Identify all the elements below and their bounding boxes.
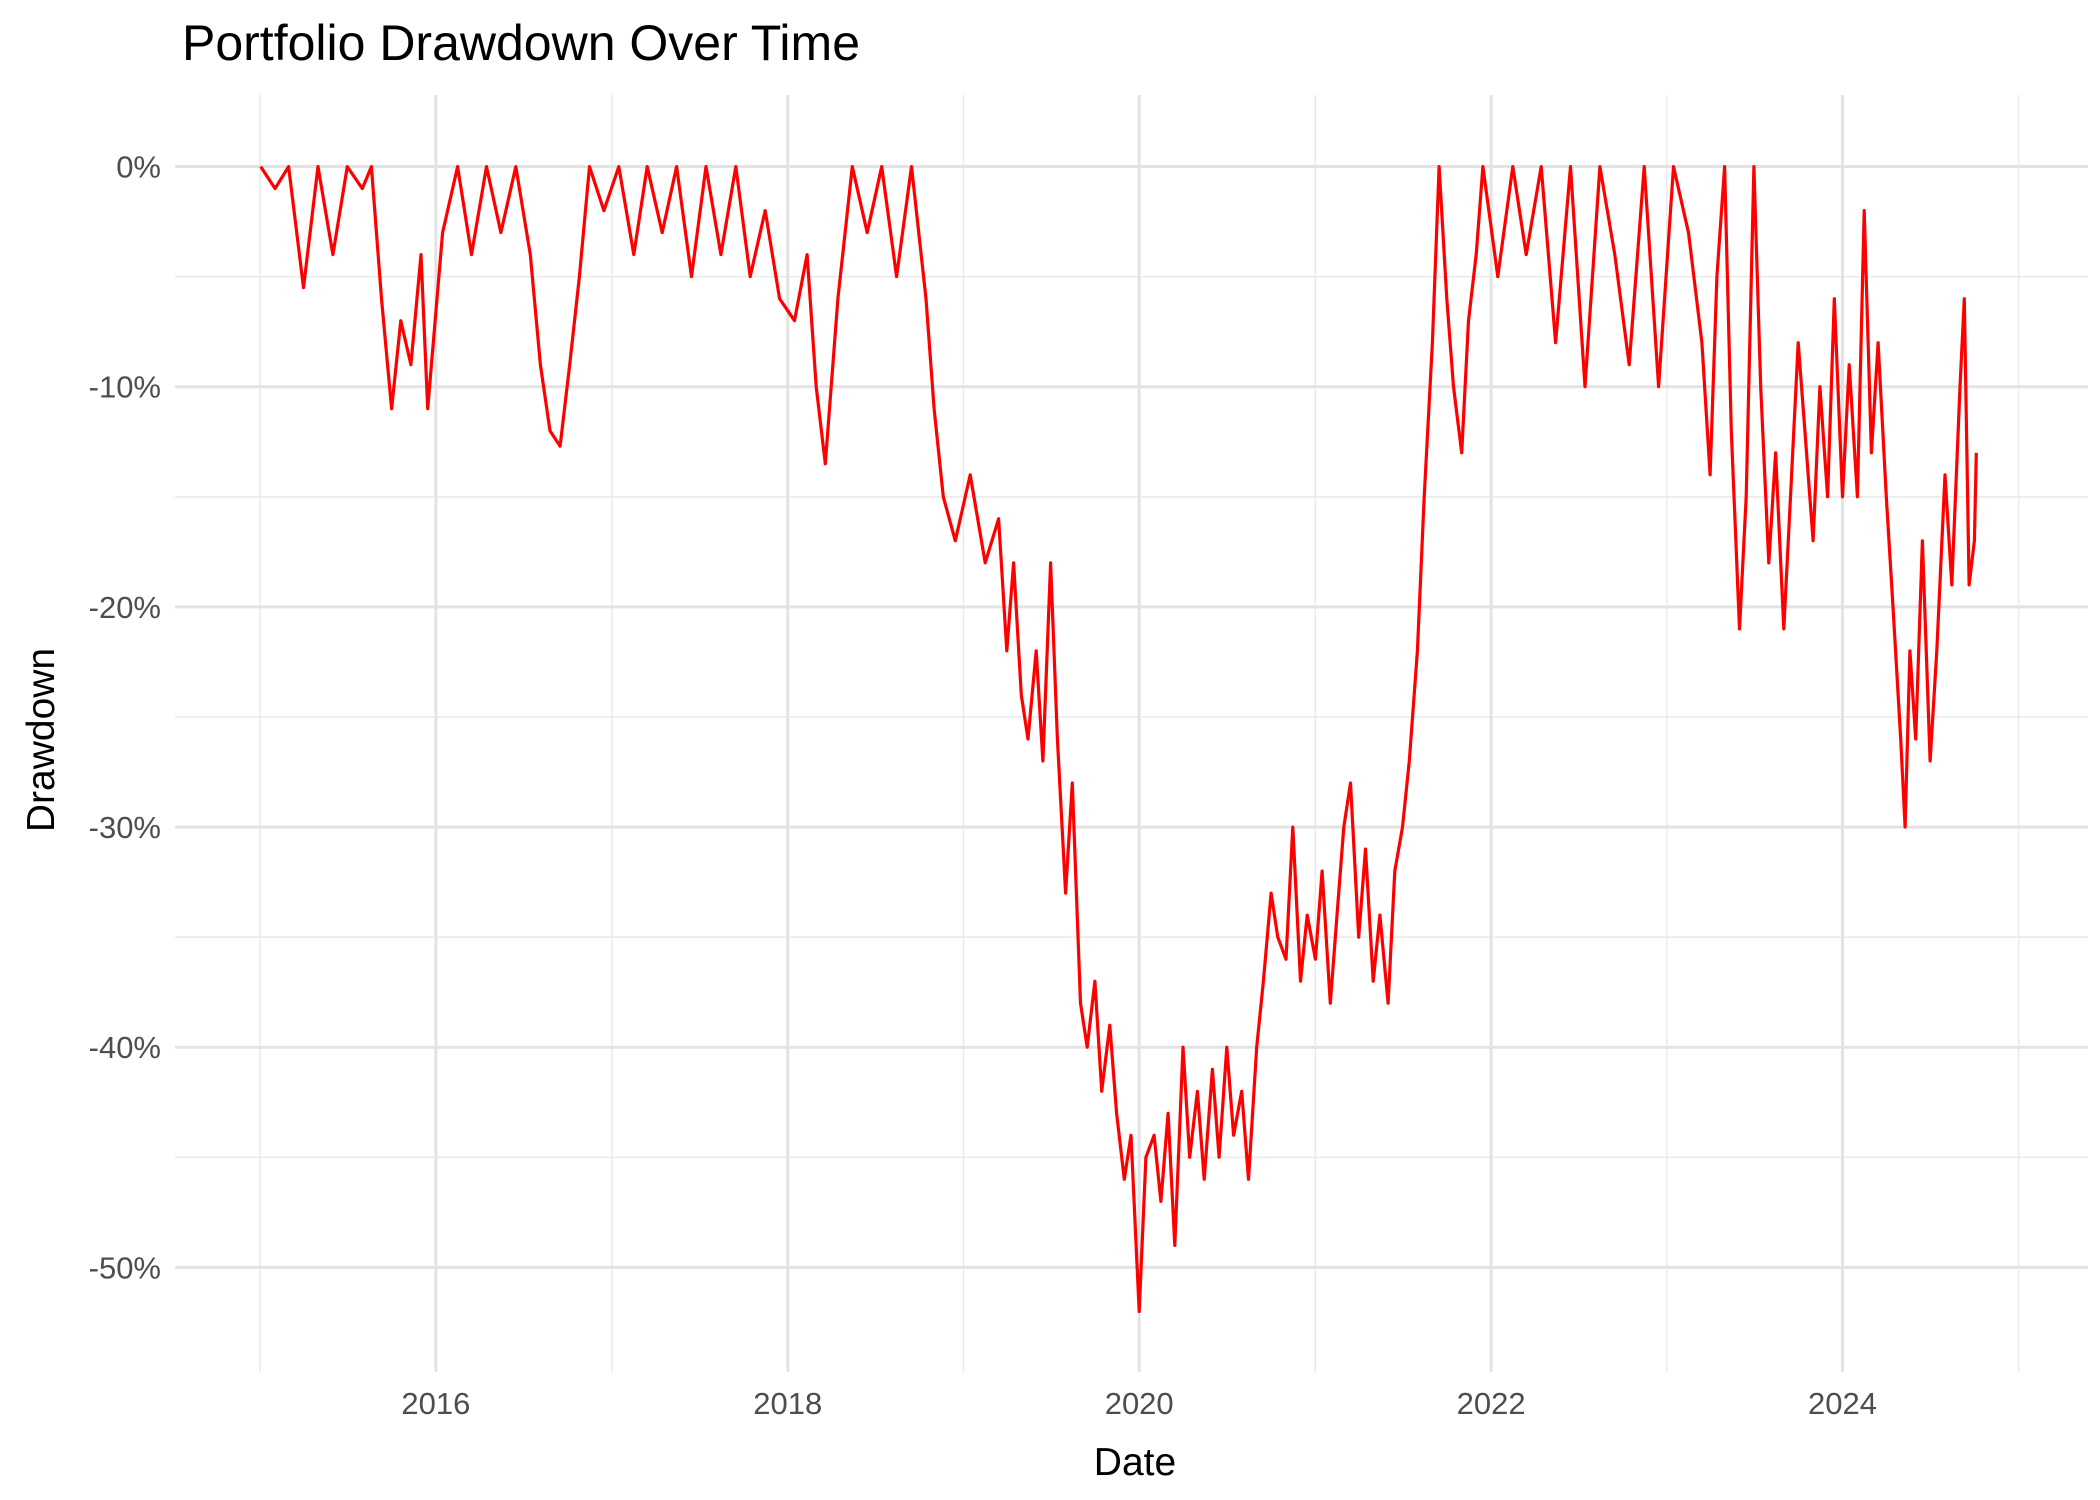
grid-minor-lines [175,95,2088,1372]
x-axis-tick-labels: 2016 2018 2020 2022 2024 [401,1386,1877,1421]
x-tick-label: 2022 [1457,1386,1526,1421]
drawdown-series-line [259,165,1978,1314]
x-tick-label: 2018 [753,1386,822,1421]
x-tick-label: 2020 [1105,1386,1174,1421]
x-tick-label: 2024 [1808,1386,1877,1421]
y-tick-label: -50% [89,1250,161,1285]
y-axis-tick-labels: 0% -10% -20% -30% -40% -50% [89,150,161,1286]
chart-title: Portfolio Drawdown Over Time [182,15,861,71]
y-axis-title: Drawdown [20,648,63,832]
x-axis-title: Date [1094,1441,1176,1484]
y-tick-label: 0% [116,150,161,185]
y-tick-label: -20% [89,590,161,625]
x-tick-label: 2016 [401,1386,470,1421]
y-tick-label: -10% [89,370,161,405]
y-tick-label: -30% [89,810,161,845]
y-tick-label: -40% [89,1030,161,1065]
